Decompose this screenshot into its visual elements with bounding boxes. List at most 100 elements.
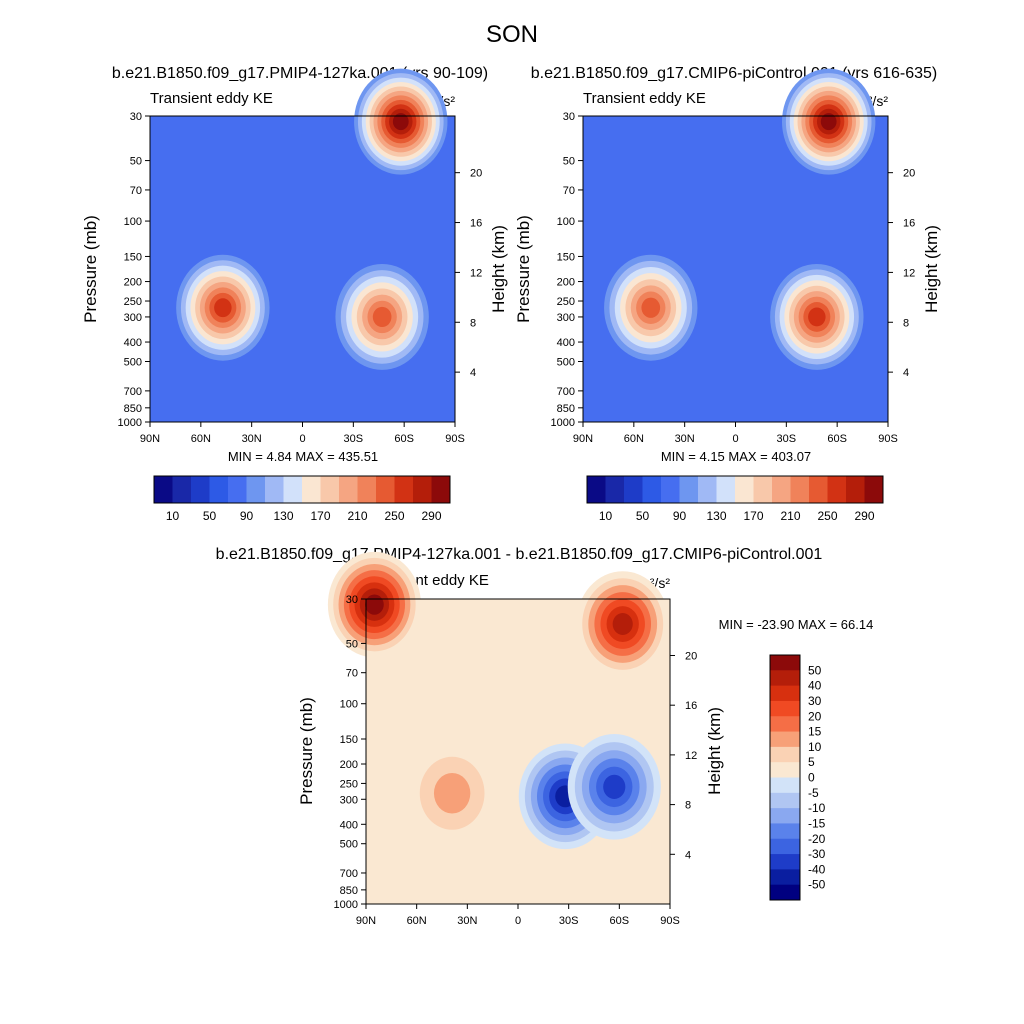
y-tick-label: 250 (557, 296, 575, 308)
x-tick-label: 30S (559, 915, 579, 927)
contour-band (365, 594, 384, 615)
height-tick-label: 12 (903, 267, 915, 279)
contour-field (583, 68, 888, 422)
colorbar-swatch (376, 476, 395, 503)
colorbar-label: 170 (743, 509, 763, 523)
colorbar-swatch (209, 476, 229, 503)
contour-band (641, 297, 661, 318)
y-tick-label: 30 (346, 594, 358, 606)
colorbar-label: 90 (240, 509, 254, 523)
height-tick-label: 20 (470, 168, 482, 180)
colorbar-swatch (770, 869, 800, 886)
y-tick-label: 850 (557, 403, 575, 415)
colorbar-swatch (770, 823, 800, 840)
colorbar-swatch (827, 476, 847, 503)
colorbar-label: 50 (636, 509, 650, 523)
colorbar-swatch (770, 685, 800, 702)
colorbar-label: 250 (817, 509, 837, 523)
colorbar-swatch (790, 476, 810, 503)
height-tick-label: 20 (685, 650, 697, 662)
y-tick-label: 50 (346, 638, 358, 650)
colorbar-label: -15 (808, 816, 826, 830)
contour-band (214, 298, 232, 318)
colorbar: 10 50 90 130 170 210 250 290 (586, 475, 884, 523)
y-tick-label: 300 (557, 312, 575, 324)
contour-band (808, 307, 826, 327)
panel-variable-name: Transient eddy KE (583, 90, 706, 107)
colorbar-swatch (413, 476, 432, 503)
x-tick-label: 60S (394, 433, 414, 445)
colorbar-swatch (587, 476, 606, 503)
colorbar-swatch (642, 476, 662, 503)
colorbar-swatch (605, 476, 625, 503)
colorbar-label: -40 (808, 862, 826, 876)
y-tick-label: 700 (340, 868, 358, 880)
contour-band (392, 113, 409, 131)
colorbar-swatch (679, 476, 699, 503)
colorbar-label: -50 (808, 878, 826, 892)
contour-band (433, 773, 471, 814)
y-tick-label: 70 (563, 185, 575, 197)
y-tick-label: 250 (340, 778, 358, 790)
height-tick-label: 12 (470, 267, 482, 279)
colorbar-frame (769, 654, 801, 901)
height-tick-label: 4 (470, 367, 476, 379)
colorbar-swatch (770, 700, 800, 717)
contour-band (372, 306, 392, 328)
colorbar-swatch (302, 476, 321, 503)
y-tick-label: 500 (124, 357, 142, 369)
y-tick-label: 250 (124, 296, 142, 308)
contour-band (820, 113, 837, 131)
colorbar-swatch (770, 731, 800, 748)
y-axis-label: Pressure (mb) (81, 215, 100, 323)
colorbar-label: 210 (780, 509, 800, 523)
colorbar-swatch (753, 476, 773, 503)
panel-variable-name: Transient eddy KE (150, 90, 273, 107)
colorbar-label: 50 (808, 663, 822, 677)
colorbar-label: -5 (808, 786, 819, 800)
colorbar-swatch (770, 746, 800, 763)
colorbar-swatch (770, 808, 800, 824)
colorbar-swatch (716, 476, 736, 503)
colorbar-swatch (394, 476, 414, 503)
colorbar-swatch (772, 476, 791, 503)
y-tick-label: 150 (124, 251, 142, 263)
y-axis-label: Pressure (mb) (297, 697, 316, 805)
y-tick-label: 100 (340, 699, 358, 711)
y-tick-label: 400 (124, 337, 142, 349)
contour-field (150, 68, 455, 422)
x-tick-label: 30S (344, 433, 364, 445)
colorbar-label: 10 (166, 509, 180, 523)
contour-feature (567, 734, 661, 840)
contour-field (327, 551, 670, 904)
height-tick-label: 12 (685, 750, 697, 762)
panel-title: b.e21.B1850.f09_g17.PMIP4-127ka.001 - b.… (216, 546, 823, 563)
y-tick-label: 400 (557, 337, 575, 349)
height-tick-label: 16 (903, 218, 915, 230)
colorbar-label: 290 (421, 509, 441, 523)
figure-title: SON (486, 21, 538, 48)
y-tick-label: 150 (557, 251, 575, 263)
panel-pmip4: b.e21.B1850.f09_g17.PMIP4-127ka.001 (yrs… (81, 65, 508, 523)
x-tick-label: 30N (675, 433, 695, 445)
x-tick-label: 60S (610, 915, 630, 927)
height-tick-label: 8 (685, 800, 691, 812)
x-tick-label: 90N (573, 433, 593, 445)
colorbar-swatch (191, 476, 210, 503)
y-tick-label: 500 (340, 839, 358, 851)
colorbar-swatch (735, 476, 754, 503)
colorbar-label: 210 (347, 509, 367, 523)
colorbar-label: 10 (599, 509, 613, 523)
colorbar-label: 0 (808, 771, 815, 785)
x-tick-label: 90N (356, 915, 376, 927)
x-tick-label: 30N (457, 915, 477, 927)
colorbar-label: 10 (808, 740, 822, 754)
axes: 305070100150200250300400500700850100090N… (118, 111, 483, 445)
colorbar-swatch (172, 476, 192, 503)
colorbar-swatch (320, 476, 340, 503)
colorbar-frame (586, 475, 884, 504)
y-tick-label: 50 (563, 156, 575, 168)
colorbar-swatch (770, 762, 800, 778)
x-tick-label: 60N (624, 433, 644, 445)
y-tick-label: 500 (557, 357, 575, 369)
